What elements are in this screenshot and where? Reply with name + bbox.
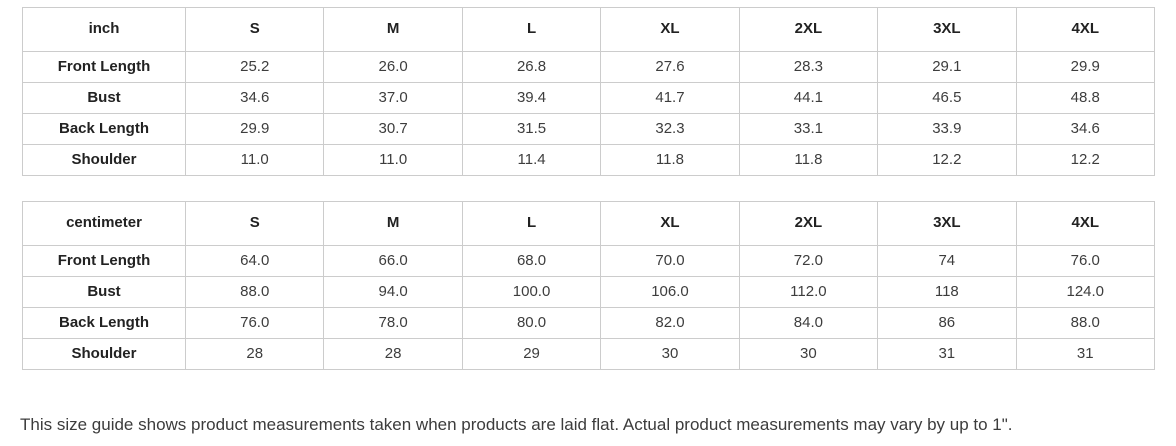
- measurement-row: Bust 34.6 37.0 39.4 41.7 44.1 46.5 48.8: [22, 82, 1156, 114]
- size-header-cell: M: [323, 201, 463, 246]
- measurement-row: Front Length 64.0 66.0 68.0 70.0 72.0 74 76.0: [22, 245, 1156, 277]
- size-header-cell: L: [461, 201, 602, 246]
- measurement-value-cell: 26.0: [323, 51, 463, 83]
- measurement-value-cell: 29.1: [877, 51, 1017, 83]
- measurement-value-cell: 80.0: [461, 307, 602, 339]
- measurement-value-cell: 66.0: [323, 245, 463, 277]
- size-header-cell: 3XL: [877, 201, 1017, 246]
- unit-header-cell: inch: [22, 7, 186, 52]
- measurement-row: Front Length 25.2 26.0 26.8 27.6 28.3 29.1 29.9: [22, 51, 1156, 83]
- measurement-label-cell: Shoulder: [22, 144, 186, 176]
- size-guide-footnote: This size guide shows product measuremen…: [20, 415, 1013, 434]
- measurement-value-cell: 118: [877, 276, 1017, 308]
- size-header-cell: 4XL: [1015, 201, 1156, 246]
- measurement-value-cell: 26.8: [461, 51, 602, 83]
- measurement-value-cell: 39.4: [461, 82, 602, 114]
- size-header-row: inch S M L XL 2XL 3XL 4XL: [22, 7, 1156, 52]
- measurement-value-cell: 34.6: [184, 82, 325, 114]
- measurement-value-cell: 48.8: [1015, 82, 1156, 114]
- size-header-cell: S: [184, 7, 325, 52]
- size-header-cell: 2XL: [738, 201, 879, 246]
- size-table-inch: inch S M L XL 2XL 3XL 4XL Front Length 25.2 26.0 26…: [22, 7, 1156, 176]
- size-header-row: centimeter S M L XL 2XL 3XL 4XL: [22, 201, 1156, 246]
- size-header-cell: L: [461, 7, 602, 52]
- measurement-value-cell: 106.0: [600, 276, 740, 308]
- measurement-value-cell: 124.0: [1015, 276, 1156, 308]
- measurement-row: Back Length 76.0 78.0 80.0 82.0 84.0 86 88.0: [22, 307, 1156, 339]
- measurement-value-cell: 30.7: [323, 113, 463, 145]
- measurement-value-cell: 31: [1015, 338, 1156, 370]
- measurement-value-cell: 76.0: [1015, 245, 1156, 277]
- measurement-value-cell: 11.8: [600, 144, 740, 176]
- measurement-value-cell: 33.1: [738, 113, 879, 145]
- measurement-label-cell: Back Length: [22, 113, 186, 145]
- measurement-label-cell: Bust: [22, 82, 186, 114]
- measurement-value-cell: 11.0: [184, 144, 325, 176]
- measurement-value-cell: 29.9: [184, 113, 325, 145]
- measurement-value-cell: 27.6: [600, 51, 740, 83]
- measurement-value-cell: 72.0: [738, 245, 879, 277]
- measurement-value-cell: 44.1: [738, 82, 879, 114]
- measurement-row: Back Length 29.9 30.7 31.5 32.3 33.1 33.9 34.6: [22, 113, 1156, 145]
- measurement-value-cell: 78.0: [323, 307, 463, 339]
- measurement-value-cell: 30: [600, 338, 740, 370]
- measurement-value-cell: 31.5: [461, 113, 602, 145]
- size-header-cell: 3XL: [877, 7, 1017, 52]
- measurement-value-cell: 112.0: [738, 276, 879, 308]
- measurement-value-cell: 64.0: [184, 245, 325, 277]
- unit-header-cell: centimeter: [22, 201, 186, 246]
- size-table-centimeter: centimeter S M L XL 2XL 3XL 4XL Front Length 64.0…: [22, 201, 1156, 370]
- measurement-value-cell: 100.0: [461, 276, 602, 308]
- measurement-value-cell: 37.0: [323, 82, 463, 114]
- measurement-value-cell: 32.3: [600, 113, 740, 145]
- measurement-value-cell: 94.0: [323, 276, 463, 308]
- size-header-cell: S: [184, 201, 325, 246]
- measurement-label-cell: Front Length: [22, 245, 186, 277]
- measurement-value-cell: 70.0: [600, 245, 740, 277]
- measurement-value-cell: 28.3: [738, 51, 879, 83]
- size-header-cell: M: [323, 7, 463, 52]
- measurement-label-cell: Front Length: [22, 51, 186, 83]
- size-header-cell: XL: [600, 201, 740, 246]
- size-header-cell: 4XL: [1015, 7, 1156, 52]
- measurement-value-cell: 33.9: [877, 113, 1017, 145]
- size-header-cell: XL: [600, 7, 740, 52]
- measurement-label-cell: Bust: [22, 276, 186, 308]
- size-header-cell: 2XL: [738, 7, 879, 52]
- measurement-value-cell: 12.2: [1015, 144, 1156, 176]
- measurement-row: Shoulder 11.0 11.0 11.4 11.8 11.8 12.2 12.2: [22, 144, 1156, 176]
- measurement-value-cell: 74: [877, 245, 1017, 277]
- size-guide-page: inch S M L XL 2XL 3XL 4XL Front Length 25.2 26.0 26…: [20, 7, 1156, 434]
- measurement-value-cell: 84.0: [738, 307, 879, 339]
- measurement-value-cell: 46.5: [877, 82, 1017, 114]
- measurement-value-cell: 29.9: [1015, 51, 1156, 83]
- measurement-row: Shoulder 28 28 29 30 30 31 31: [22, 338, 1156, 370]
- measurement-value-cell: 41.7: [600, 82, 740, 114]
- measurement-label-cell: Shoulder: [22, 338, 186, 370]
- measurement-value-cell: 29: [461, 338, 602, 370]
- measurement-row: Bust 88.0 94.0 100.0 106.0 112.0 118 124.0: [22, 276, 1156, 308]
- measurement-value-cell: 68.0: [461, 245, 602, 277]
- measurement-value-cell: 34.6: [1015, 113, 1156, 145]
- measurement-value-cell: 11.8: [738, 144, 879, 176]
- measurement-value-cell: 86: [877, 307, 1017, 339]
- measurement-value-cell: 28: [184, 338, 325, 370]
- measurement-value-cell: 31: [877, 338, 1017, 370]
- measurement-label-cell: Back Length: [22, 307, 186, 339]
- measurement-value-cell: 82.0: [600, 307, 740, 339]
- measurement-value-cell: 88.0: [184, 276, 325, 308]
- measurement-value-cell: 11.0: [323, 144, 463, 176]
- measurement-value-cell: 12.2: [877, 144, 1017, 176]
- measurement-value-cell: 28: [323, 338, 463, 370]
- measurement-value-cell: 30: [738, 338, 879, 370]
- measurement-value-cell: 11.4: [461, 144, 602, 176]
- measurement-value-cell: 88.0: [1015, 307, 1156, 339]
- measurement-value-cell: 25.2: [184, 51, 325, 83]
- measurement-value-cell: 76.0: [184, 307, 325, 339]
